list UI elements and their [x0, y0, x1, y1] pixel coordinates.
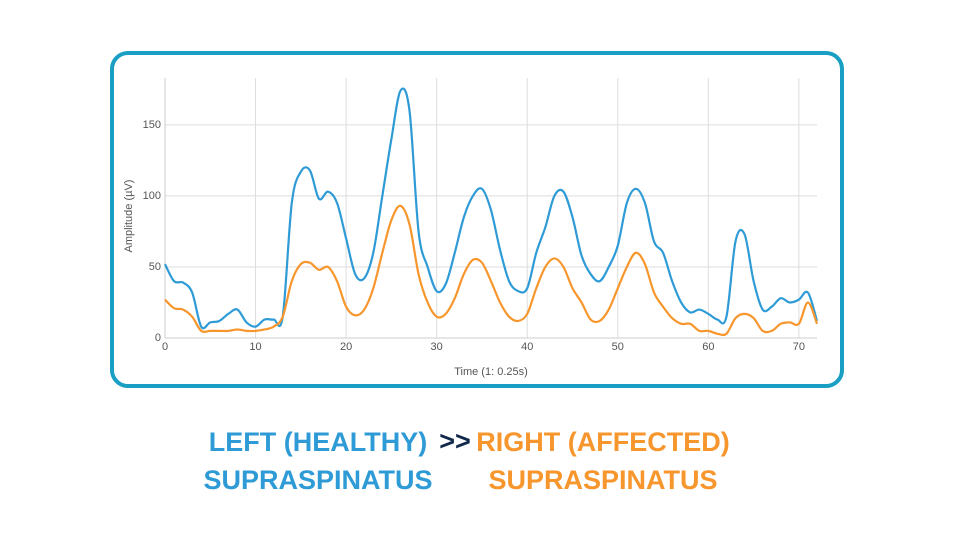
legend-entry: LEFT (HEALTHY) SUPRASPINATUS	[203, 427, 432, 495]
chart-frame	[110, 51, 844, 388]
y-tick-label: 50	[149, 261, 161, 273]
y-axis-label: Amplitude (µV)	[123, 180, 135, 253]
series-line	[164, 204, 819, 337]
x-tick-label: 10	[249, 341, 261, 353]
y-tick-label: 150	[143, 119, 161, 131]
x-tick-label: 40	[521, 341, 533, 353]
separator: >>	[439, 426, 471, 456]
y-tick-label: 100	[143, 190, 161, 202]
x-tick-label: 30	[431, 341, 443, 353]
series-line	[164, 87, 819, 330]
legend-entry: RIGHT (AFFECTED) SUPRASPINATUS	[476, 427, 729, 495]
x-tick-label: 50	[612, 341, 624, 353]
x-axis-label: Time (1: 0.25s)	[454, 366, 528, 378]
x-tick-label: 20	[340, 341, 352, 353]
x-tick-label: 60	[702, 341, 714, 353]
x-tick-label: 70	[793, 341, 805, 353]
y-tick-label: 0	[155, 332, 161, 344]
x-tick-label: 0	[162, 341, 168, 353]
